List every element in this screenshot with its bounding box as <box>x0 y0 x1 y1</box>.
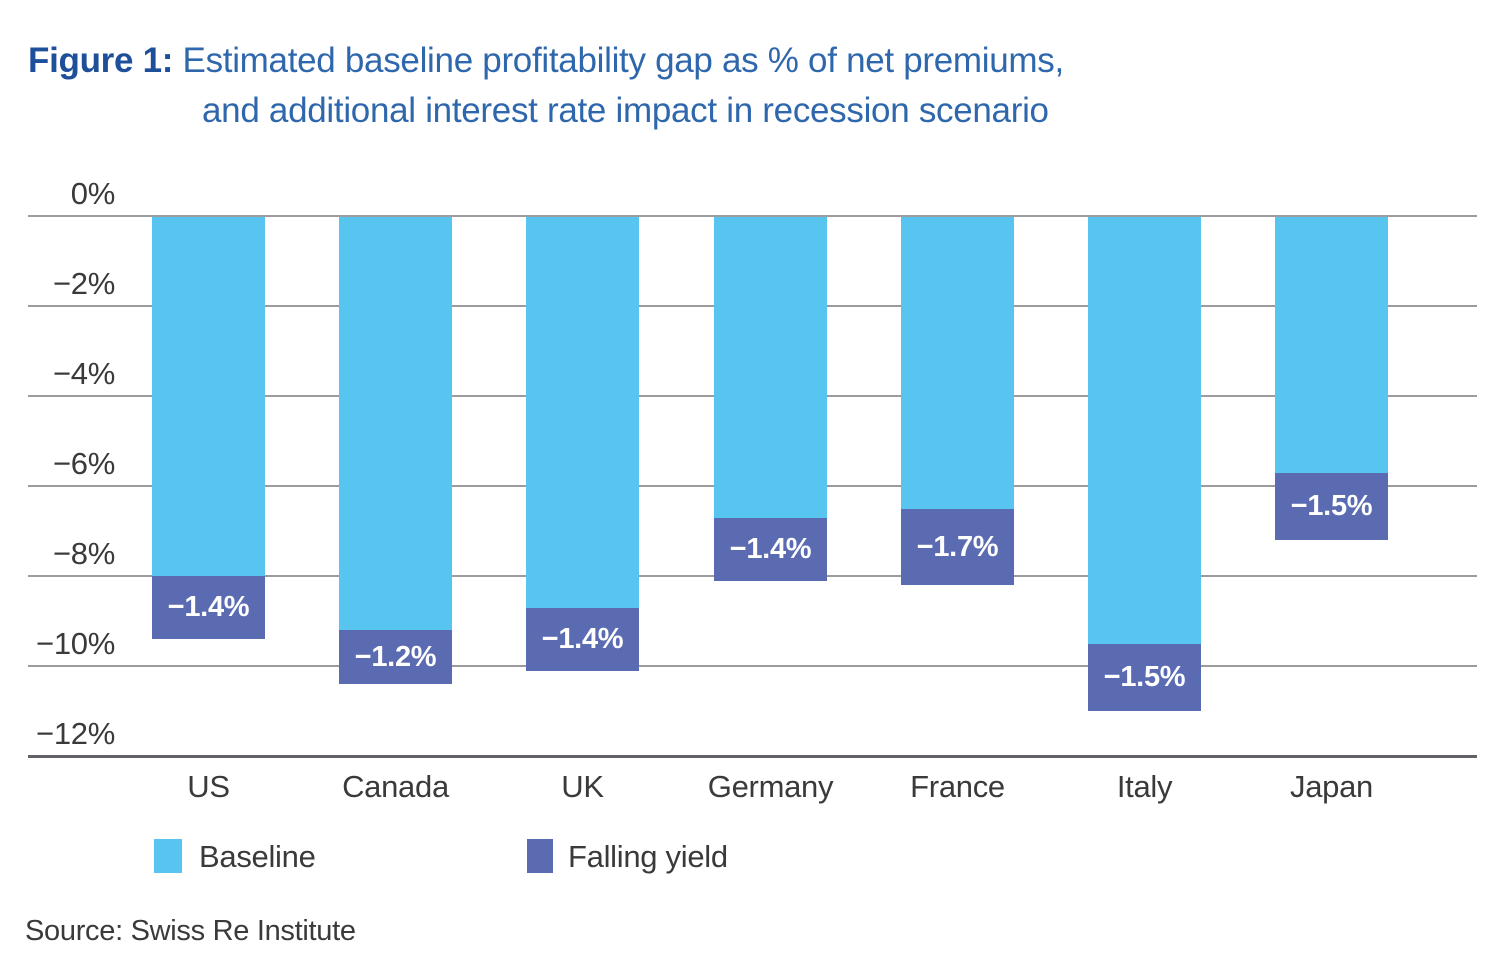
figure-number-label: Figure 1: <box>28 41 174 80</box>
bar-value-label-japan: −1.5% <box>1290 490 1373 522</box>
gridline-minus-10% <box>28 665 1477 667</box>
bar-value-label-uk: −1.4% <box>541 623 624 655</box>
gridline-minus-12% <box>28 755 1477 758</box>
bar-baseline-italy <box>1088 217 1201 644</box>
bar-baseline-uk <box>526 217 639 608</box>
chart-title-line2: and additional interest rate impact in r… <box>202 91 1049 130</box>
bar-baseline-canada <box>339 217 452 630</box>
y-axis-tick-label: −2% <box>52 266 115 301</box>
y-axis-tick-label: 0% <box>70 176 116 211</box>
bar-value-label-germany: −1.4% <box>729 533 812 565</box>
legend-label-baseline: Baseline <box>199 839 316 874</box>
bar-falling-yield-us <box>152 576 265 639</box>
bar-baseline-japan <box>1275 217 1388 473</box>
bar-value-label-us: −1.4% <box>167 591 250 623</box>
source-note: Source: Swiss Re Institute <box>25 915 356 947</box>
y-axis-tick-label: −8% <box>52 536 115 571</box>
x-axis-label-italy: Italy <box>1116 769 1173 804</box>
chart-title: Figure 1: Estimated baseline profitabili… <box>28 36 1064 136</box>
bar-falling-yield-japan <box>1275 473 1388 540</box>
legend-swatch-falling-yield <box>527 839 553 873</box>
bar-falling-yield-germany <box>714 518 827 581</box>
x-axis-label-japan: Japan <box>1290 769 1373 804</box>
bar-baseline-france <box>901 217 1014 509</box>
legend-label-falling-yield: Falling yield <box>568 839 728 874</box>
bar-value-label-italy: −1.5% <box>1103 661 1186 693</box>
x-axis-label-uk: UK <box>561 769 604 804</box>
bar-falling-yield-italy <box>1088 644 1201 711</box>
x-axis-label-germany: Germany <box>707 769 834 804</box>
x-axis-label-canada: Canada <box>342 769 449 804</box>
bar-value-label-canada: −1.2% <box>354 641 437 673</box>
bar-falling-yield-canada <box>339 630 452 684</box>
gridline-0% <box>28 215 1477 217</box>
y-axis-tick-label: −6% <box>52 446 115 481</box>
bar-baseline-germany <box>714 217 827 518</box>
bar-falling-yield-france <box>901 509 1014 585</box>
y-axis-tick-label: −12% <box>36 716 115 751</box>
x-axis-label-france: France <box>910 769 1005 804</box>
bar-baseline-us <box>152 217 265 576</box>
legend-swatch-baseline <box>154 839 182 873</box>
y-axis-tick-label: −10% <box>36 626 115 661</box>
x-axis-label-us: US <box>187 769 230 804</box>
chart-title-line1: Estimated baseline profitability gap as … <box>182 41 1065 80</box>
bar-value-label-france: −1.7% <box>916 531 999 563</box>
bar-falling-yield-uk <box>526 608 639 671</box>
y-axis-tick-label: −4% <box>52 356 115 391</box>
